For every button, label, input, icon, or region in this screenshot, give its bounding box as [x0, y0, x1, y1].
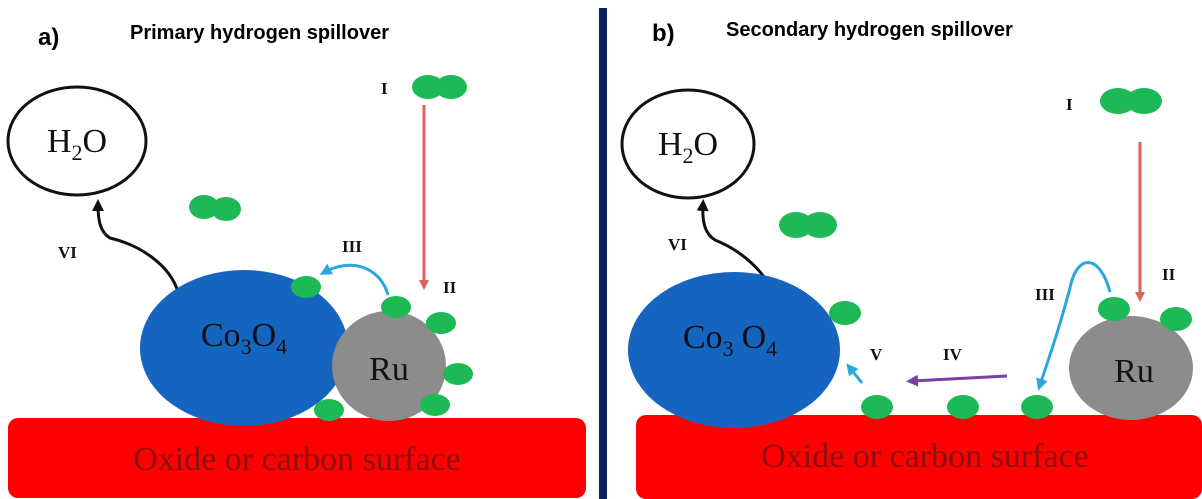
h-atom [443, 363, 473, 385]
h-atom [420, 394, 450, 416]
step-ii-a: II [443, 278, 457, 297]
co3o4-label-b: Co3 O4 [683, 319, 777, 361]
h-atom [1098, 297, 1130, 321]
h-atom [314, 399, 344, 421]
panel-b-label: b) [652, 20, 675, 47]
surface-label-a: Oxide or carbon surface [133, 441, 461, 478]
arrow-spillover-b [1036, 261, 1112, 391]
arrow-migration-b [906, 374, 1008, 387]
h2-molecule-free-a [189, 195, 241, 221]
arrow-reverse-spillover-b [846, 363, 864, 384]
step-iii-b: III [1035, 285, 1055, 304]
panel-a-title: Primary hydrogen spillover [130, 22, 389, 44]
surface-b [636, 415, 1202, 499]
ru-particle-b [1069, 316, 1193, 420]
panel-divider [599, 8, 607, 499]
water-label-b: H2O [658, 126, 718, 168]
ru-label-b: Ru [1114, 353, 1154, 390]
h-atom [829, 301, 861, 325]
step-i-a: I [381, 79, 388, 98]
arrow-desorption-a [92, 199, 180, 293]
ru-particle-a [332, 311, 446, 421]
co3o4-label-a: Co3O4 [201, 317, 287, 359]
arrow-spillover-a [319, 263, 390, 296]
step-v-b: V [870, 345, 883, 364]
step-vi-a: VI [58, 243, 77, 262]
h2-molecule-gas-b [1100, 88, 1162, 114]
water-bubble-b [620, 88, 756, 200]
ru-label-a: Ru [369, 351, 409, 388]
panel-a: Oxide or carbon surface H2O VI Co3O4 Ru … [6, 75, 586, 498]
h2-molecule-free-b [779, 212, 837, 238]
co3o4-particle-a [140, 270, 348, 426]
surface-a [8, 418, 586, 498]
step-iii-a: III [342, 237, 362, 256]
panel-b-title: Secondary hydrogen spillover [726, 19, 1013, 41]
step-ii-b: II [1162, 265, 1176, 284]
h-atom [1160, 307, 1192, 331]
water-bubble-a [6, 85, 148, 197]
step-i-b: I [1066, 95, 1073, 114]
panel-a-label: a) [38, 24, 60, 51]
water-label-a: H2O [47, 123, 107, 165]
h-atom [291, 276, 321, 298]
panel-b: Oxide or carbon surface H2O VI Co3 O4 Ru … [620, 88, 1202, 499]
h2-molecule-gas-a [412, 75, 467, 99]
h-atom [861, 395, 893, 419]
h-atom [381, 296, 411, 318]
co3o4-particle-b [628, 272, 840, 428]
step-vi-b: VI [668, 235, 687, 254]
surface-label-b: Oxide or carbon surface [761, 438, 1089, 475]
step-iv-b: IV [943, 345, 963, 364]
h-atom [947, 395, 979, 419]
h-atom [426, 312, 456, 334]
h-atom [1021, 395, 1053, 419]
